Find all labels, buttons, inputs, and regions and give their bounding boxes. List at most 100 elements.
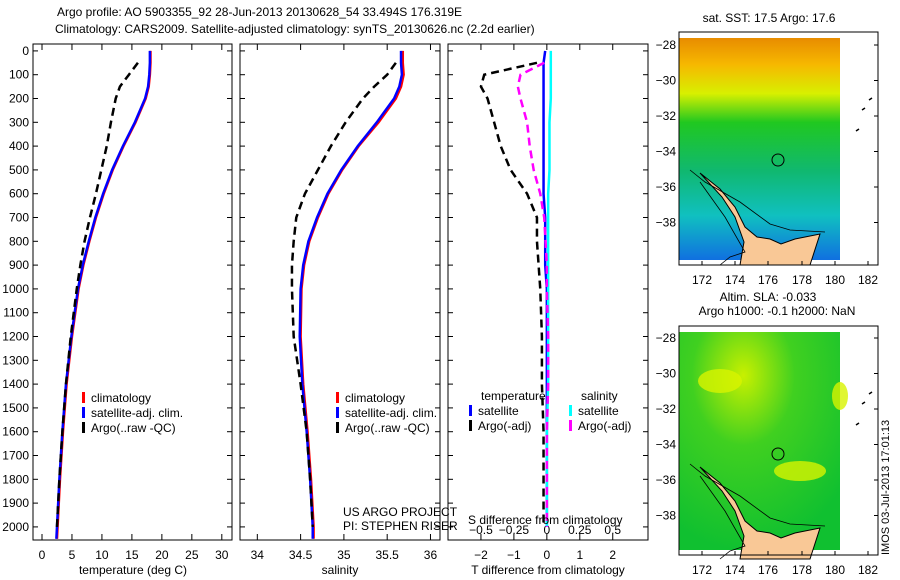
t-diff-legend: temperature satellite Argo(-adj) [469, 389, 546, 434]
panel-1: 34 34.5 35 35.5 36 [239, 43, 441, 562]
y-tick-label: 400 [9, 139, 29, 153]
x-tick-label: 36 [424, 548, 438, 562]
island [868, 97, 873, 101]
sst-map-title: sat. SST: 17.5 Argo: 17.6 [702, 11, 836, 25]
y-tick-label: 800 [9, 234, 29, 248]
legend-label: climatology [91, 391, 152, 405]
sst-map: 172 174 176 178 180 182 −28 −30 −32 −34 −36 −38 [656, 31, 879, 287]
x-tick-label: −2 [474, 548, 488, 562]
imos-timestamp: IMOS 03-Jul-2013 17:01:13 [880, 419, 892, 555]
island [855, 128, 860, 132]
map-y-tick-label: −34 [656, 145, 677, 159]
y-tick-label: 1300 [2, 353, 29, 367]
north-island-land [699, 466, 821, 560]
plot-frame [32, 43, 233, 541]
y-tick-label: 1200 [2, 330, 29, 344]
map-y-tick-label: −30 [656, 367, 677, 381]
legend-swatch-s-sat [569, 405, 572, 416]
y-tick-label: 1000 [2, 282, 29, 296]
map-x-tick-label: 180 [825, 273, 845, 287]
y-tick-label: 1600 [2, 425, 29, 439]
legend-label: Argo(..raw -QC) [91, 421, 176, 435]
panel-0: 0 5 10 15 20 25 300100200300400500600700800900… [2, 43, 233, 562]
y-tick-label: 2000 [2, 520, 29, 534]
y-tick-label: 900 [9, 258, 29, 272]
y-tick-label: 1900 [2, 496, 29, 510]
y-tick-label: 1400 [2, 377, 29, 391]
map-x-tick-label: 178 [792, 563, 812, 577]
s-diff-legend: salinity satellite Argo(-adj) [569, 389, 631, 434]
legend-swatch-s-argo [569, 420, 572, 431]
x2-tick-label: 0 [544, 523, 551, 537]
x-tick-label: 1 [576, 548, 583, 562]
island [861, 401, 866, 405]
map-x-tick-label: 172 [692, 563, 712, 577]
y-tick-label: 0 [22, 44, 29, 58]
y-tick-label: 1100 [3, 306, 29, 320]
legend-heading: salinity [581, 389, 618, 403]
map-field [679, 38, 840, 260]
legend-swatch-argo [82, 422, 85, 433]
y-tick-label: 100 [9, 68, 29, 82]
y-tick-label: 300 [9, 115, 29, 129]
map-x-tick-label: 174 [725, 273, 745, 287]
y-tick-label: 700 [9, 211, 29, 225]
sla-map: 172 174 176 178 180 182 −28 −30 −32 −34 −36 −38 [656, 325, 879, 577]
legend-swatch-clim [82, 392, 85, 403]
plot-frame [239, 43, 441, 541]
bathymetry-contour [689, 169, 826, 266]
x-tick-label: 34 [251, 548, 265, 562]
sla-map-title-2: Argo h1000: -0.1 h2000: NaN [698, 304, 856, 318]
legend-label: satellite-adj. clim. [91, 406, 184, 420]
legend-label: Argo(-adj) [578, 419, 632, 433]
legend-swatch-argo [336, 422, 339, 433]
map-y-tick-label: −36 [656, 180, 677, 194]
y-tick-label: 1800 [2, 472, 29, 486]
x2-tick-label: 0.25 [568, 523, 592, 537]
x-tick-label: 35.5 [376, 548, 400, 562]
map-x-tick-label: 178 [792, 273, 812, 287]
island [861, 107, 866, 111]
x2-tick-label: −0.5 [469, 523, 493, 537]
salinity-legend: climatology satellite-adj. clim. Argo(..… [336, 391, 437, 436]
y-tick-label: 200 [9, 92, 29, 106]
map-frame [678, 325, 879, 556]
figure-title-line1: Argo profile: AO 5903355_92 28-Jun-2013 … [57, 5, 462, 19]
map-y-tick-label: −28 [656, 331, 677, 345]
x-tick-label: 0 [544, 548, 551, 562]
map-y-tick-label: −38 [656, 216, 677, 230]
legend-label: Argo(-adj) [478, 419, 532, 433]
sla-map-title-1: Altim. SLA: -0.033 [719, 290, 817, 304]
map-y-tick-label: −32 [656, 402, 677, 416]
legend-swatch-sat [469, 405, 472, 416]
s-diff-axis-label: S difference from climatology [468, 513, 623, 527]
project-annotation-2: PI: STEPHEN RISER [343, 519, 458, 533]
plot-frame [447, 43, 649, 541]
bathymetry-contour [689, 463, 826, 560]
y-tick-label: 1500 [2, 401, 29, 415]
map-x-tick-label: 172 [692, 273, 712, 287]
map-y-tick-label: −34 [656, 438, 677, 452]
legend-label: climatology [345, 391, 406, 405]
x-tick-label: 35 [337, 548, 351, 562]
y-tick-label: 500 [9, 163, 29, 177]
x-tick-label: 15 [125, 548, 139, 562]
map-y-tick-label: −38 [656, 509, 677, 523]
x-tick-label: 34.5 [289, 548, 313, 562]
island [868, 391, 873, 395]
legend-label: satellite-adj. clim. [345, 406, 438, 420]
y-tick-label: 1700 [2, 449, 29, 463]
temperature-axis-label: temperature (deg C) [78, 563, 188, 577]
map-y-tick-label: −30 [656, 74, 677, 88]
x-tick-label: 0 [39, 548, 46, 562]
map-x-tick-label: 174 [725, 563, 745, 577]
map-y-tick-label: −36 [656, 473, 677, 487]
x-tick-label: 10 [95, 548, 109, 562]
legend-swatch-sat [82, 407, 85, 418]
x-tick-label: 2 [609, 548, 616, 562]
series-line-argo-raw-qc- [290, 62, 397, 527]
x-tick-label: 20 [155, 548, 169, 562]
map-frame [678, 31, 879, 266]
